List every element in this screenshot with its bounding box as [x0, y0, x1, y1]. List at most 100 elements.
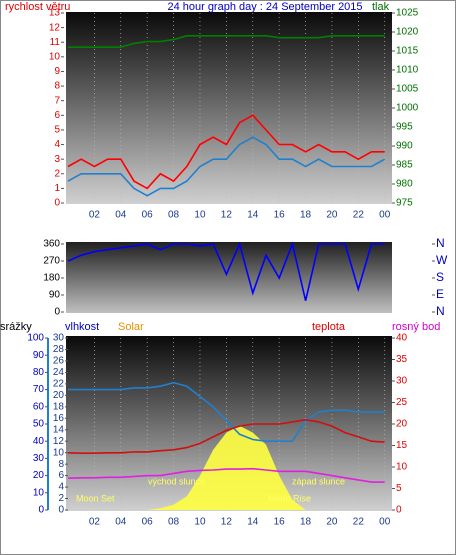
yticks-label: 70	[33, 384, 45, 395]
y2ticks-label: 985	[396, 160, 413, 171]
line	[67, 418, 385, 454]
y2ticks-label: S	[436, 270, 444, 284]
yticks-label: 5	[54, 125, 60, 136]
line	[67, 241, 385, 301]
x-tick-label: 06	[142, 517, 154, 528]
yticks-label: 60	[33, 401, 45, 412]
yticks-label: 0	[54, 307, 60, 318]
y3ticks-label: 6	[58, 470, 64, 481]
x-tick-label: 08	[168, 210, 180, 221]
x-tick-label: 08	[168, 517, 180, 528]
yticks-label: 8	[54, 81, 60, 92]
y2ticks-label: 1020	[396, 27, 419, 38]
y2ticks-label: 35	[396, 354, 408, 365]
y3ticks-label: 24	[53, 367, 65, 378]
y3ticks-label: 20	[53, 390, 65, 401]
y2ticks-label: 10	[396, 462, 408, 473]
y2ticks-label: 1005	[396, 84, 419, 95]
y2ticks-label: 30	[396, 376, 408, 387]
yticks-label: 0	[38, 505, 44, 516]
yticks-label: 13	[49, 8, 61, 19]
x-tick-label: 10	[194, 210, 206, 221]
y2ticks-label: N	[436, 304, 445, 318]
x-tick-label: 04	[115, 210, 127, 221]
y2ticks-label: 1025	[396, 8, 419, 19]
line	[68, 381, 385, 442]
x-tick-label: 00	[379, 517, 391, 528]
yticks-label: 4	[54, 139, 60, 150]
y3ticks-label: 14	[53, 424, 65, 435]
x-tick-label: 20	[326, 210, 338, 221]
y3ticks-label: 18	[53, 401, 65, 412]
x-tick-label: 22	[353, 210, 365, 221]
y2ticks-label: E	[436, 287, 444, 301]
y3ticks-label: 30	[53, 333, 65, 344]
x-tick-label: 22	[353, 517, 365, 528]
y-label: rychlost větru	[5, 1, 70, 13]
yticks-label: 9	[54, 66, 60, 77]
panel-direction	[66, 242, 392, 313]
yticks-label: 180	[43, 273, 60, 284]
panel-wind	[66, 12, 392, 204]
legend-label: teplota	[312, 321, 346, 333]
y-label: srážky	[0, 321, 32, 333]
chart-title: 24 hour graph day : 24 September 2015	[167, 1, 362, 13]
annotation: Moon Rise	[268, 493, 311, 503]
yticks-label: 12	[49, 22, 61, 33]
line	[68, 35, 385, 48]
x-tick-label: 16	[274, 210, 286, 221]
x-tick-label: 04	[115, 517, 127, 528]
yticks-label: 360	[43, 239, 60, 250]
x-tick-label: 16	[274, 517, 286, 528]
yticks-label: 3	[54, 154, 60, 165]
y3ticks-label: 10	[53, 447, 65, 458]
y3ticks-label: 12	[53, 436, 65, 447]
y3ticks-label: 4	[58, 482, 64, 493]
yticks-label: 80	[33, 367, 45, 378]
y2ticks-label: 0	[396, 505, 402, 516]
y2ticks-label: 1010	[396, 65, 419, 76]
yticks-label: 90	[49, 290, 61, 301]
y2ticks-label: 40	[396, 333, 408, 344]
x-tick-label: 00	[379, 210, 391, 221]
legend-label: vlhkost	[65, 321, 99, 333]
yticks-label: 1	[54, 183, 60, 194]
y2ticks-label: 1000	[396, 103, 419, 114]
yticks-label: 30	[33, 453, 45, 464]
y2ticks-label: 990	[396, 141, 413, 152]
y3ticks-label: 26	[53, 356, 65, 367]
annotation: východ slunce	[148, 476, 205, 486]
yticks-label: 2	[54, 168, 60, 179]
yticks-label: 90	[33, 350, 45, 361]
x-tick-label: 02	[89, 210, 101, 221]
x-tick-label: 18	[300, 517, 312, 528]
x-tick-label: 06	[142, 210, 154, 221]
yticks-label: 270	[43, 256, 60, 267]
y2ticks-label: 5	[396, 483, 402, 494]
x-tick-label: 12	[221, 210, 233, 221]
line	[67, 136, 386, 197]
x-tick-label: 18	[300, 210, 312, 221]
yticks-label: 7	[54, 95, 60, 106]
y3ticks-label: 2	[58, 493, 64, 504]
yticks-label: 0	[54, 198, 60, 209]
yticks-label: 10	[33, 487, 45, 498]
line	[67, 467, 385, 483]
area	[67, 425, 385, 510]
yticks-label: 11	[50, 37, 61, 48]
x-tick-label: 20	[326, 517, 338, 528]
x-tick-label: 14	[247, 517, 259, 528]
y2-label: tlak	[372, 1, 390, 13]
legend-label: rosný bod	[392, 321, 440, 333]
y2ticks-label: 995	[396, 122, 413, 133]
yticks-label: 50	[33, 419, 45, 430]
y3ticks-label: 28	[53, 344, 65, 355]
y2ticks-label: 25	[396, 397, 408, 408]
y3ticks-label: 22	[53, 379, 65, 390]
y3ticks-label: 16	[53, 413, 65, 424]
y2ticks-label: W	[436, 253, 448, 267]
y2ticks-label: 15	[396, 440, 408, 451]
y2ticks-label: 20	[396, 419, 408, 430]
x-tick-label: 12	[221, 517, 233, 528]
